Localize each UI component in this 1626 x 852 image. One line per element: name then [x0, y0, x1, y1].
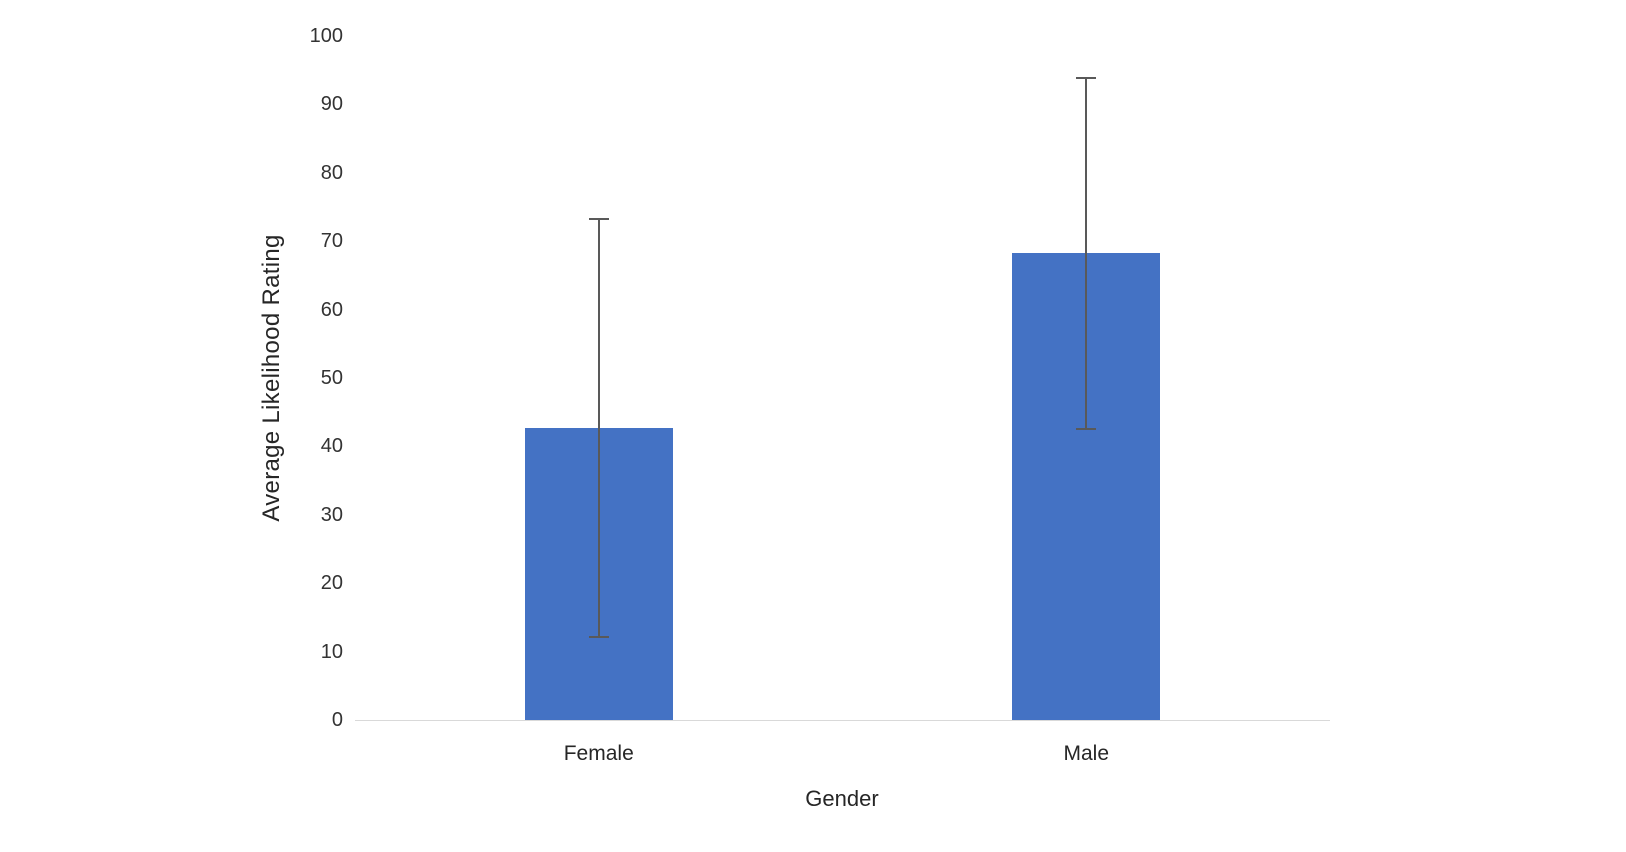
y-tick-label: 10: [320, 640, 343, 663]
x-axis-title: Gender: [805, 786, 879, 811]
y-tick-label: 20: [320, 572, 343, 595]
x-category-label: Female: [563, 742, 634, 765]
y-tick-label: 90: [320, 93, 343, 116]
y-tick-label: 70: [320, 230, 343, 253]
x-category-label: Male: [1063, 742, 1110, 765]
y-tick-label: 0: [331, 709, 343, 731]
y-tick-label: 80: [320, 161, 343, 184]
x-axis-line: [355, 720, 1330, 721]
error-bar-top-cap: [588, 217, 609, 220]
y-tick-label: 100: [309, 25, 343, 47]
y-tick-label: 50: [320, 367, 343, 389]
y-tick-label: 60: [320, 298, 343, 321]
y-tick-label: 30: [320, 503, 343, 526]
y-tick-label: 40: [320, 435, 343, 458]
error-bar-bottom-cap: [1076, 427, 1097, 430]
error-bar-bottom-cap: [588, 635, 609, 638]
error-bar-top-cap: [1076, 77, 1097, 80]
error-bar-line: [597, 218, 600, 637]
error-bar-line: [1085, 78, 1088, 429]
